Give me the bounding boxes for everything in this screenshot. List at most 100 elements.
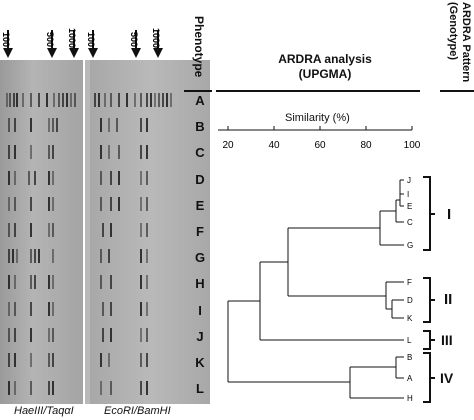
gel-band — [52, 353, 54, 367]
gel-band — [30, 381, 32, 395]
gel-image-left — [0, 60, 83, 404]
gel-band — [30, 197, 32, 211]
dendrogram — [227, 179, 404, 399]
gel-band — [53, 93, 55, 107]
gel-band — [170, 93, 172, 107]
gel-band — [100, 249, 102, 263]
phenotype-header: Phenotype — [192, 16, 206, 78]
phenotype-label-H: H — [195, 276, 205, 292]
gel-band — [14, 302, 16, 316]
gel-band — [8, 171, 10, 185]
gel-band — [52, 302, 54, 316]
marker-arrow-left-500 — [47, 30, 57, 58]
gel-band — [140, 328, 142, 342]
gel-band — [134, 93, 136, 107]
gel-band — [118, 171, 120, 185]
gel-band — [52, 171, 54, 185]
group-label-II: II — [444, 291, 453, 308]
gel-band — [8, 118, 10, 132]
gel-band — [14, 381, 16, 395]
marker-label-right-500: 500 — [129, 32, 139, 47]
gel-band — [12, 249, 14, 263]
phenotype-label-A: A — [195, 93, 205, 108]
marker-label-left-100: 100 — [1, 32, 11, 47]
gel-band — [8, 353, 10, 367]
gel-band — [110, 302, 112, 316]
marker-arrow-right-100 — [88, 30, 98, 58]
marker-arrow-right-500 — [131, 30, 141, 58]
gel-band — [108, 249, 110, 263]
gel-band — [30, 145, 32, 159]
gel-band — [110, 197, 112, 211]
gel-band — [140, 302, 142, 316]
gel-band — [104, 93, 106, 107]
marker-arrow-left-100 — [3, 30, 13, 58]
gel-band — [8, 223, 10, 237]
gel-band — [100, 145, 102, 159]
gel-divider — [83, 60, 85, 404]
phenotype-label-D: D — [195, 171, 205, 187]
gel-band — [38, 249, 40, 263]
caption-left-enzymes: HaeIII/TaqαI — [14, 405, 74, 417]
gel-band — [100, 197, 102, 211]
gel-band — [48, 171, 50, 185]
gel-band — [150, 93, 152, 107]
gel-band — [52, 145, 54, 159]
marker-arrow-left-1000 — [69, 30, 79, 58]
gel-band — [70, 93, 72, 107]
analysis-header-line1: ARDRA analysis — [278, 52, 372, 66]
gel-band — [30, 93, 32, 107]
gel-band — [14, 171, 16, 185]
gel-band — [140, 118, 142, 132]
gel-band — [6, 93, 8, 107]
axis-tick-label-20: 20 — [222, 140, 234, 151]
axis-tick-label-80: 80 — [360, 140, 372, 151]
gel-band — [48, 328, 50, 342]
gel-band — [14, 118, 16, 132]
gel-band — [8, 381, 10, 395]
gel-band — [146, 118, 148, 132]
gel-band — [48, 302, 50, 316]
gel-band — [166, 93, 168, 107]
gel-band — [146, 197, 148, 211]
gel-band — [140, 381, 142, 395]
gel-band — [66, 93, 68, 107]
gel-band — [118, 197, 120, 211]
gel-band — [108, 145, 110, 159]
gel-band — [30, 118, 32, 132]
marker-label-left-500: 500 — [45, 32, 55, 47]
gel-band — [8, 249, 10, 263]
phenotype-label-F: F — [196, 224, 204, 239]
gel-band — [146, 381, 148, 395]
pattern-header-text: ARDRA Pattern (Genotype) — [447, 2, 472, 83]
gel-band — [110, 328, 112, 342]
gel-band — [140, 275, 142, 289]
gel-band — [9, 93, 11, 107]
gel-band — [48, 223, 50, 237]
gel-band — [146, 93, 148, 107]
gel-band — [62, 93, 64, 107]
gel-band — [30, 249, 32, 263]
gel-band — [118, 93, 120, 107]
gel-band — [48, 118, 50, 132]
gel-band — [28, 171, 30, 185]
gel-band — [100, 381, 102, 395]
gel-band — [48, 275, 50, 289]
gel-band — [34, 249, 36, 263]
group-brackets — [423, 176, 435, 403]
gel-band — [14, 197, 16, 211]
gel-band — [48, 145, 50, 159]
caption-right-enzymes: EcoRI/BamHI — [104, 405, 171, 417]
gel-band — [110, 381, 112, 395]
pattern-header: ARDRA Pattern (Genotype) — [446, 2, 472, 86]
marker-label-left-1000: 1000 — [67, 28, 77, 48]
axis-tick-label-60: 60 — [314, 140, 326, 151]
gel-band — [158, 93, 160, 107]
gel-band — [108, 118, 110, 132]
gel-band — [30, 353, 32, 367]
group-label-III: III — [441, 332, 453, 348]
gel-band — [48, 381, 50, 395]
gel-band — [94, 93, 96, 107]
